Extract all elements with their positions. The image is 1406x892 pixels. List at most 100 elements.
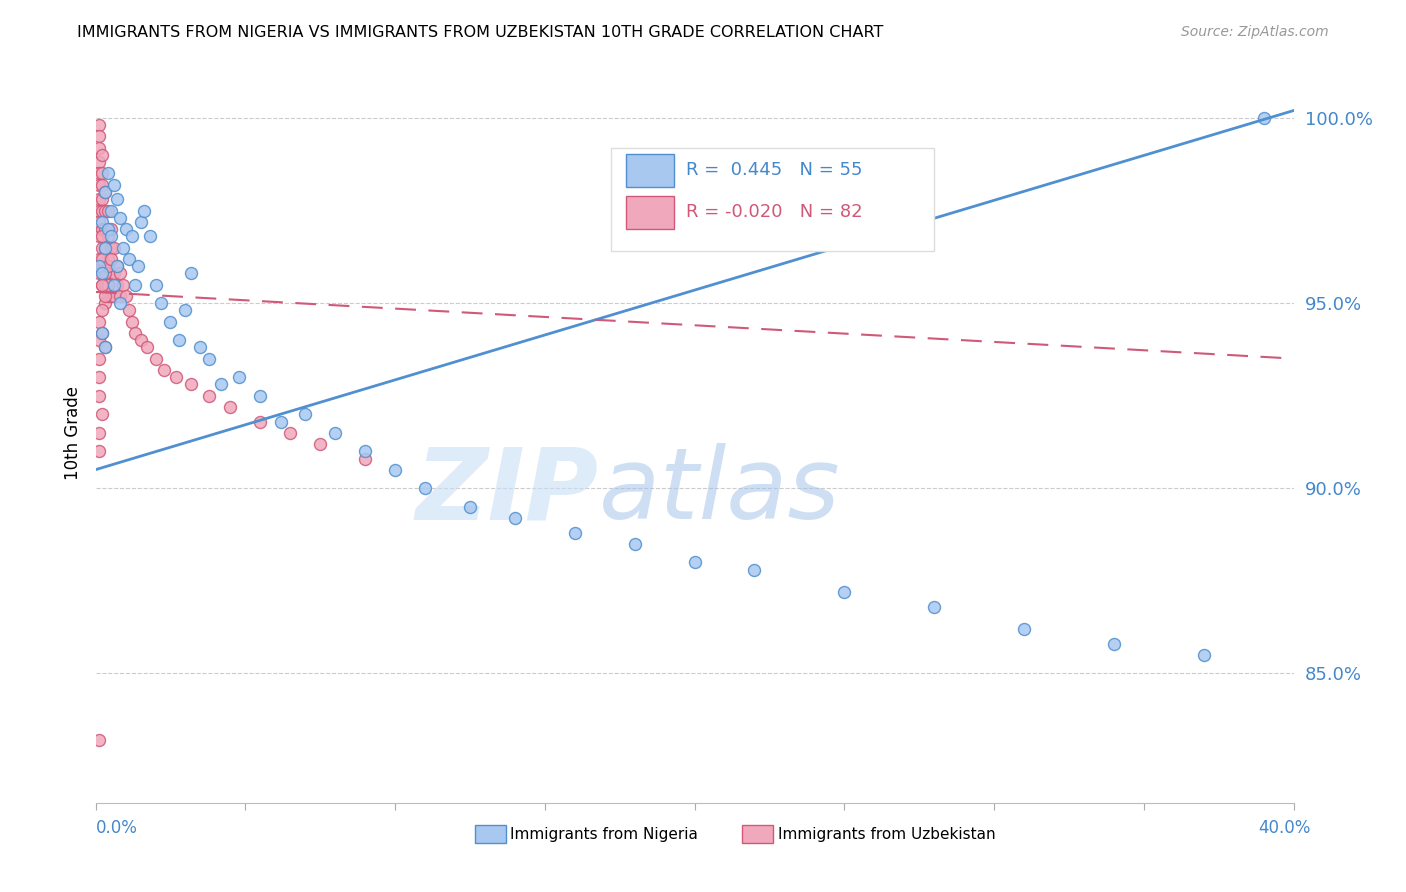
Point — [87, 444, 110, 458]
Y-axis label: 10th Grade: 10th Grade — [63, 385, 82, 480]
Point — [87, 388, 110, 402]
Point — [90, 178, 112, 192]
Point — [127, 259, 149, 273]
Point — [87, 166, 110, 180]
Point — [87, 155, 110, 169]
Point — [97, 288, 120, 302]
Point — [100, 252, 122, 266]
Point — [87, 267, 110, 281]
Point — [100, 288, 122, 302]
Point — [100, 240, 122, 254]
Point — [180, 377, 202, 392]
Point — [93, 240, 115, 254]
Point — [93, 259, 115, 273]
Text: 0.0%: 0.0% — [96, 819, 138, 837]
Point — [834, 584, 856, 599]
Text: atlas: atlas — [599, 443, 841, 541]
Point — [132, 203, 155, 218]
Point — [90, 303, 112, 318]
Point — [121, 314, 143, 328]
Point — [108, 288, 131, 302]
Point — [623, 536, 645, 550]
Text: 40.0%: 40.0% — [1258, 819, 1310, 837]
Point — [270, 415, 292, 429]
Point — [90, 277, 112, 292]
Point — [90, 267, 112, 281]
Point — [1102, 637, 1125, 651]
Point — [93, 185, 115, 199]
Point — [564, 525, 586, 540]
Point — [87, 259, 110, 273]
Point — [294, 407, 316, 421]
Point — [124, 326, 146, 340]
Point — [87, 370, 110, 384]
Point — [129, 214, 152, 228]
FancyBboxPatch shape — [626, 195, 675, 229]
Point — [97, 259, 120, 273]
Point — [174, 303, 197, 318]
Point — [93, 277, 115, 292]
Point — [100, 203, 122, 218]
Point — [145, 277, 167, 292]
Point — [90, 267, 112, 281]
Point — [90, 326, 112, 340]
Point — [87, 214, 110, 228]
Point — [87, 229, 110, 244]
Point — [129, 333, 152, 347]
Text: Immigrants from Uzbekistan: Immigrants from Uzbekistan — [778, 827, 995, 841]
Point — [90, 214, 112, 228]
Point — [93, 222, 115, 236]
Point — [100, 222, 122, 236]
Point — [93, 296, 115, 310]
Point — [97, 252, 120, 266]
Point — [114, 288, 136, 302]
Point — [87, 252, 110, 266]
Point — [138, 229, 160, 244]
Point — [90, 193, 112, 207]
Point — [278, 425, 301, 440]
Point — [93, 185, 115, 199]
Point — [198, 351, 221, 366]
Point — [413, 481, 436, 495]
Point — [458, 500, 481, 514]
Point — [93, 288, 115, 302]
Point — [121, 229, 143, 244]
Point — [744, 563, 766, 577]
Point — [105, 259, 128, 273]
Point — [90, 326, 112, 340]
Point — [135, 341, 157, 355]
Text: IMMIGRANTS FROM NIGERIA VS IMMIGRANTS FROM UZBEKISTAN 10TH GRADE CORRELATION CHA: IMMIGRANTS FROM NIGERIA VS IMMIGRANTS FR… — [77, 25, 884, 40]
Point — [97, 229, 120, 244]
Point — [108, 211, 131, 225]
Point — [103, 240, 125, 254]
Point — [1253, 111, 1275, 125]
Point — [103, 178, 125, 192]
Point — [90, 277, 112, 292]
Point — [159, 314, 181, 328]
Point — [103, 277, 125, 292]
Point — [93, 267, 115, 281]
Point — [87, 333, 110, 347]
Point — [249, 388, 271, 402]
Point — [93, 240, 115, 254]
Point — [683, 555, 706, 569]
Point — [90, 229, 112, 244]
Text: Immigrants from Nigeria: Immigrants from Nigeria — [510, 827, 699, 841]
Point — [219, 400, 242, 414]
Point — [103, 288, 125, 302]
Point — [105, 277, 128, 292]
Point — [90, 252, 112, 266]
Text: R =  0.445   N = 55: R = 0.445 N = 55 — [686, 161, 863, 178]
Point — [87, 140, 110, 154]
Text: Source: ZipAtlas.com: Source: ZipAtlas.com — [1181, 25, 1329, 39]
Point — [190, 341, 212, 355]
Point — [90, 222, 112, 236]
Text: ZIP: ZIP — [416, 443, 599, 541]
Point — [922, 599, 945, 614]
FancyBboxPatch shape — [610, 147, 934, 252]
Point — [323, 425, 346, 440]
Text: R = -0.020   N = 82: R = -0.020 N = 82 — [686, 203, 863, 221]
Point — [209, 377, 232, 392]
Point — [145, 351, 167, 366]
Point — [105, 193, 128, 207]
